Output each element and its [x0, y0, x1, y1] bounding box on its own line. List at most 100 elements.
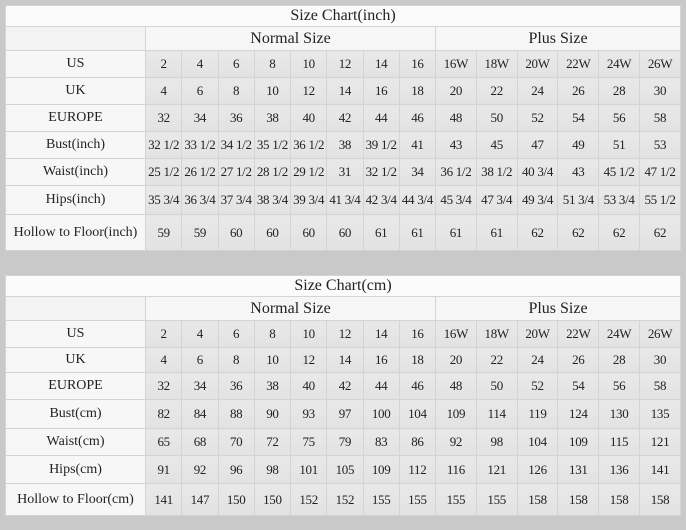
size-cell: 54	[557, 104, 600, 132]
size-cell: 12	[326, 50, 364, 78]
size-cell: 60	[253, 214, 292, 251]
table-row: Waist(inch) 25 1/2 26 1/2 27 1/2 28 1/2 29 1/…	[4, 158, 681, 186]
size-cell: 158	[516, 483, 559, 516]
size-cell: 38	[326, 131, 364, 159]
size-cell: 53	[639, 131, 681, 159]
size-cell: 61	[435, 214, 477, 251]
table-row: Waist(cm) 65 68 70 72 75 79 83 86 92 98 104 109 115 12…	[4, 428, 681, 456]
size-cell: 93	[290, 399, 328, 429]
size-cell: 8	[217, 77, 255, 105]
size-cell: 124	[557, 399, 600, 429]
blank-header	[4, 26, 147, 51]
size-cell: 10	[253, 347, 292, 373]
size-cell: 158	[639, 483, 681, 516]
size-cell: 56	[598, 372, 640, 400]
table-row: US 2 4 6 8 10 12 14 16 16W 18W 20W 22W 24W 26W	[4, 50, 681, 78]
size-cell: 47 3/4	[475, 185, 518, 215]
size-cell: 12	[290, 77, 328, 105]
size-cell: 147	[181, 483, 219, 516]
size-cell: 62	[516, 214, 559, 251]
table-row: UK 4 6 8 10 12 14 16 18 20 22 24 26 28 30	[4, 347, 681, 373]
size-cell: 104	[398, 399, 437, 429]
size-cell: 41	[398, 131, 437, 159]
row-label: Hollow to Floor(cm)	[4, 483, 147, 516]
size-cell: 40	[290, 372, 328, 400]
size-cell: 152	[290, 483, 328, 516]
size-cell: 91	[145, 455, 183, 484]
size-cell: 24W	[598, 50, 640, 78]
size-cell: 33 1/2	[181, 131, 219, 159]
row-label: US	[4, 50, 147, 78]
size-cell: 24W	[598, 320, 640, 348]
size-cell: 42	[326, 372, 364, 400]
size-cell: 86	[398, 428, 437, 456]
size-cell: 14	[326, 77, 364, 105]
size-cell: 39 3/4	[290, 185, 328, 215]
size-cell: 109	[362, 455, 400, 484]
size-chart-cm: Size Chart(cm) Normal Size Plus Size US 2 4 6 8…	[4, 275, 681, 516]
size-cell: 38	[253, 104, 292, 132]
size-cell: 44 3/4	[398, 185, 437, 215]
size-cell: 88	[217, 399, 255, 429]
row-label: Bust(inch)	[4, 131, 147, 159]
size-cell: 18W	[475, 320, 518, 348]
size-cell: 150	[253, 483, 292, 516]
size-cell: 38 3/4	[253, 185, 292, 215]
size-cell: 10	[253, 77, 292, 105]
size-cell: 16	[362, 77, 400, 105]
size-cell: 109	[557, 428, 600, 456]
size-cell: 36	[217, 104, 255, 132]
size-cell: 43	[435, 131, 477, 159]
size-cell: 45 1/2	[598, 158, 640, 186]
size-cell: 152	[326, 483, 364, 516]
size-cell: 72	[253, 428, 292, 456]
size-cell: 58	[639, 104, 681, 132]
size-cell: 62	[598, 214, 640, 251]
table-row: Hollow to Floor(cm) 141 147 150 150 152 152 155…	[4, 483, 681, 516]
size-cell: 4	[181, 320, 219, 348]
size-cell: 43	[557, 158, 600, 186]
size-cell: 16	[398, 320, 437, 348]
size-cell: 92	[435, 428, 477, 456]
size-cell: 35 3/4	[145, 185, 183, 215]
size-cell: 4	[145, 347, 183, 373]
size-cell: 14	[362, 50, 400, 78]
size-cell: 34	[181, 372, 219, 400]
size-cell: 34	[181, 104, 219, 132]
size-cell: 2	[145, 50, 183, 78]
size-cell: 6	[181, 347, 219, 373]
size-cell: 47	[516, 131, 559, 159]
size-cell: 46	[398, 104, 437, 132]
size-cell: 112	[398, 455, 437, 484]
size-cell: 44	[362, 104, 400, 132]
size-cell: 46	[398, 372, 437, 400]
table-row: UK 4 6 8 10 12 14 16 18 20 22 24 26 28 30	[4, 77, 681, 105]
size-cell: 36 3/4	[181, 185, 219, 215]
size-cell: 4	[145, 77, 183, 105]
size-cell: 61	[475, 214, 518, 251]
chart-title: Size Chart(inch)	[5, 5, 681, 27]
plus-size-header: Plus Size	[435, 26, 681, 51]
size-cell: 32	[145, 372, 183, 400]
size-cell: 119	[516, 399, 559, 429]
size-cell: 100	[362, 399, 400, 429]
size-cell: 90	[253, 399, 292, 429]
size-cell: 24	[516, 347, 559, 373]
size-cell: 51 3/4	[557, 185, 600, 215]
size-cell: 121	[639, 428, 681, 456]
table-row: Hips(cm) 91 92 96 98 101 105 109 112 116 121 126 131…	[4, 455, 681, 484]
size-cell: 55 1/2	[639, 185, 681, 215]
size-cell: 22W	[557, 320, 600, 348]
size-cell: 10	[290, 320, 328, 348]
size-cell: 16W	[435, 50, 477, 78]
size-cell: 26W	[639, 320, 681, 348]
row-label: Waist(inch)	[4, 158, 147, 186]
size-cell: 8	[253, 320, 292, 348]
plus-size-header: Plus Size	[435, 296, 681, 321]
size-cell: 131	[557, 455, 600, 484]
size-cell: 58	[639, 372, 681, 400]
size-cell: 35 1/2	[253, 131, 292, 159]
size-cell: 126	[516, 455, 559, 484]
size-cell: 10	[290, 50, 328, 78]
size-cell: 61	[398, 214, 437, 251]
